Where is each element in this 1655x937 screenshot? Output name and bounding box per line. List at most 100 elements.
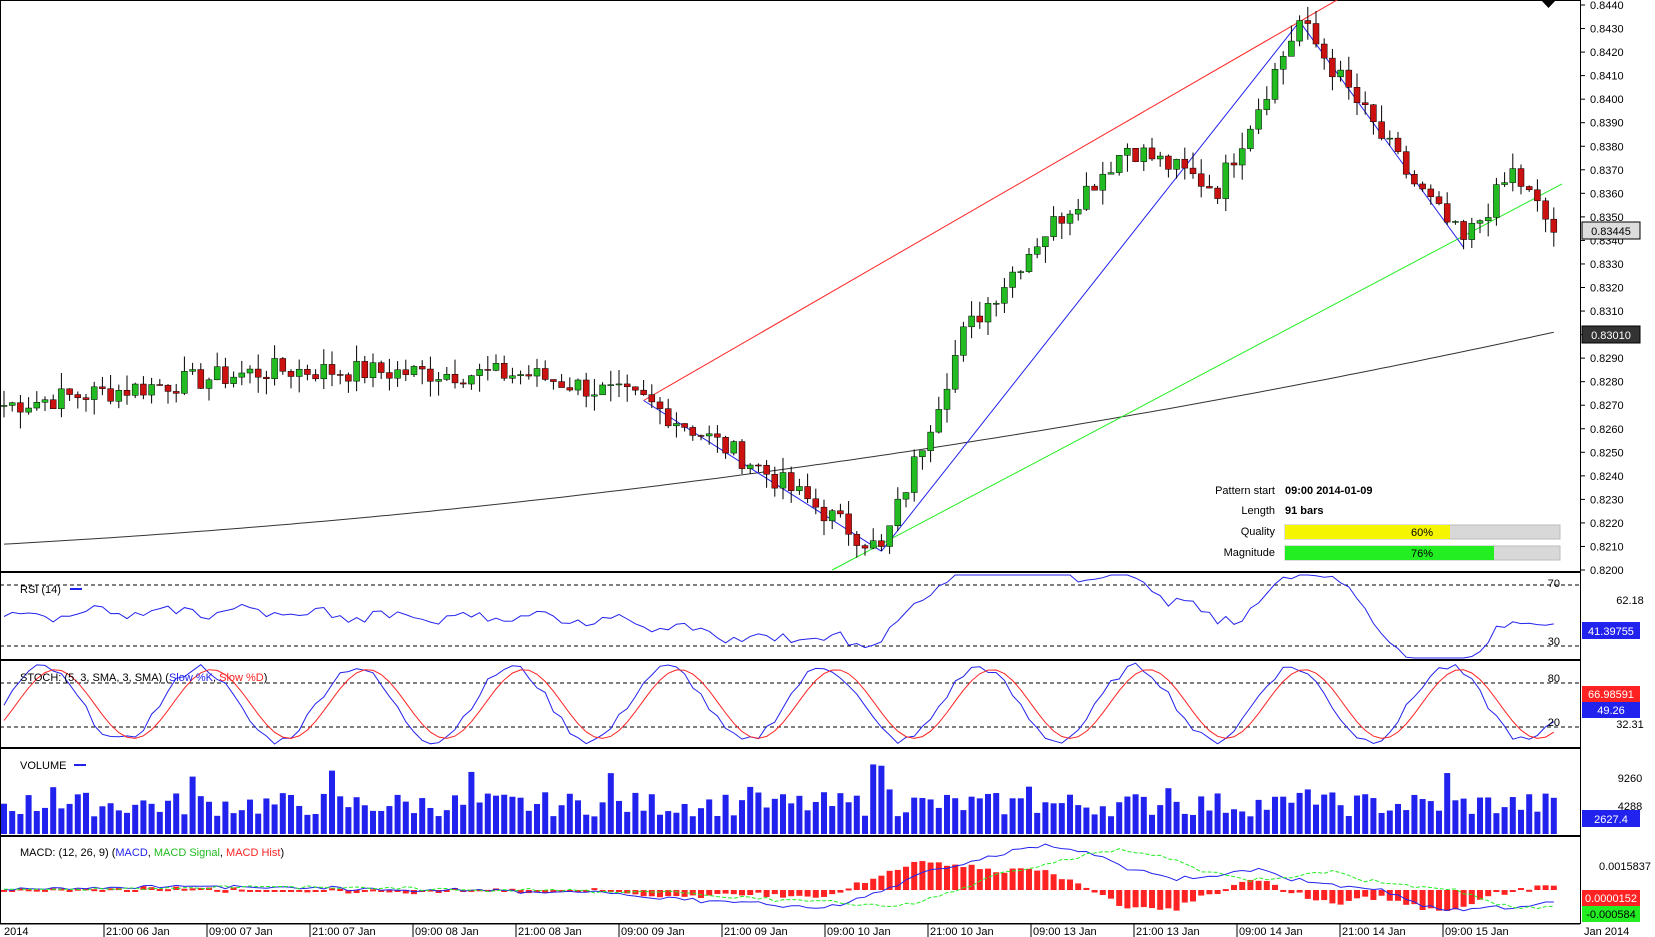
time-label: 21:00 14 Jan: [1342, 926, 1406, 937]
macd-hist-bar: [386, 890, 393, 893]
macd-hist-bar: [271, 890, 278, 892]
macd-hist-bar: [878, 875, 885, 890]
volume-bar: [115, 810, 122, 834]
candle-down: [566, 387, 574, 391]
volume-bar: [156, 811, 163, 834]
volume-bar: [370, 810, 376, 834]
candle-down: [632, 386, 639, 391]
macd-hist-bar: [665, 890, 672, 897]
volume-bar: [9, 811, 16, 834]
time-label: 21:00 08 Jan: [518, 926, 582, 937]
current-price-box: 0.83445: [1581, 221, 1641, 240]
macd-hist-name: MACD Hist: [226, 847, 280, 859]
candle-up: [746, 464, 754, 469]
candle-up: [599, 384, 606, 396]
volume-bar: [665, 811, 672, 834]
collapse-arrow-icon[interactable]: [1541, 0, 1556, 8]
macd-hist-bar: [1149, 890, 1155, 909]
macd-hist-bar: [1173, 890, 1180, 911]
time-label: Jan 2014: [1584, 926, 1629, 937]
candle-up: [189, 369, 196, 372]
volume-bar: [796, 795, 803, 834]
volume-bar: [1173, 801, 1180, 834]
macd-hist-bar: [402, 890, 409, 894]
macd-hist-bar: [1354, 890, 1360, 899]
volume-bar: [804, 810, 811, 834]
time-axis: 2014 21:00 06 Jan 09:00 07 Jan 21:00 07 Jan…: [0, 923, 1629, 937]
macd-hist-bar: [927, 862, 934, 890]
candle-down: [1419, 183, 1426, 190]
candle-down: [1402, 151, 1410, 175]
macd-hist-bar: [1493, 890, 1500, 892]
time-label: 09:00 07 Jan: [209, 926, 273, 937]
macd-hist-bar: [985, 868, 991, 890]
volume-bar: [771, 798, 778, 834]
candle-up: [828, 510, 836, 522]
candle-up: [927, 431, 934, 451]
rsi-title: RSI (14): [20, 584, 61, 596]
candle-up: [295, 368, 303, 377]
macd-hist-bar: [1190, 890, 1196, 902]
macd-name: MACD: [115, 847, 147, 859]
volume-bar: [722, 794, 729, 834]
candle-up: [205, 379, 213, 389]
volume-bar: [1329, 792, 1336, 834]
candle-down: [1370, 104, 1377, 122]
volume-bar: [1116, 802, 1123, 834]
macd-hist-current: 0.0000152: [1585, 893, 1637, 905]
macd-histogram: [1, 861, 1557, 912]
macd-hist-bar: [1124, 890, 1131, 909]
macd-hist-bar: [657, 890, 663, 898]
candle-down: [1058, 216, 1066, 224]
macd-hist-bar: [1304, 890, 1311, 899]
candle-up: [90, 386, 98, 400]
macd-hist-bar: [1542, 885, 1549, 890]
candle-down: [714, 433, 721, 438]
candle-up: [779, 472, 787, 489]
candle-down: [1435, 196, 1443, 204]
volume-bar: [1214, 793, 1221, 834]
candle-down: [402, 369, 410, 375]
macd-hist-bar: [1386, 890, 1393, 901]
candle-up: [443, 374, 451, 380]
macd-hist-bar: [780, 890, 786, 898]
candle-down: [1411, 174, 1418, 185]
candle-down: [336, 374, 344, 376]
macd-hist-bar: [214, 889, 221, 892]
macd-hist-bar: [1452, 890, 1459, 910]
price-tick-label: 0.8440: [1590, 0, 1624, 12]
volume-bar: [1091, 814, 1098, 834]
macd-hist-bar: [124, 890, 130, 892]
candle-up: [238, 372, 246, 378]
rsi-value-mid: 62.18: [1616, 595, 1644, 607]
volume-bar: [1468, 813, 1475, 834]
macd-hist-bar: [788, 890, 795, 897]
candle-down: [837, 510, 844, 515]
volume-bar: [148, 803, 155, 834]
volume-bar: [976, 798, 983, 834]
candle-up: [894, 498, 902, 526]
volume-bar: [648, 794, 655, 834]
volume-bar: [1493, 813, 1500, 834]
macd-hist-bar: [771, 890, 778, 895]
ma-price-box: 0.83010: [1581, 325, 1641, 344]
candle-up: [1386, 137, 1394, 140]
macd-hist-bar: [648, 890, 655, 897]
stoch-k-name: Slow %K: [169, 672, 214, 684]
volume-bar: [1255, 799, 1262, 834]
macd-hist-bar: [558, 890, 565, 892]
candle-down: [377, 362, 385, 373]
candle-down: [99, 386, 106, 389]
macd-hist-bar: [1501, 890, 1508, 895]
volume-bar: [755, 792, 762, 834]
volume-bar: [296, 805, 303, 834]
volume-bar: [1321, 794, 1328, 834]
volume-bar: [312, 813, 319, 834]
candle-down: [550, 379, 557, 382]
volume-bar: [878, 765, 885, 834]
macd-hist-bar: [1034, 870, 1041, 890]
volume-bar: [1337, 805, 1344, 834]
macd-hist-bar: [1378, 890, 1385, 896]
macd-hist-bar: [353, 890, 360, 893]
macd-hist-bar: [1263, 881, 1270, 890]
